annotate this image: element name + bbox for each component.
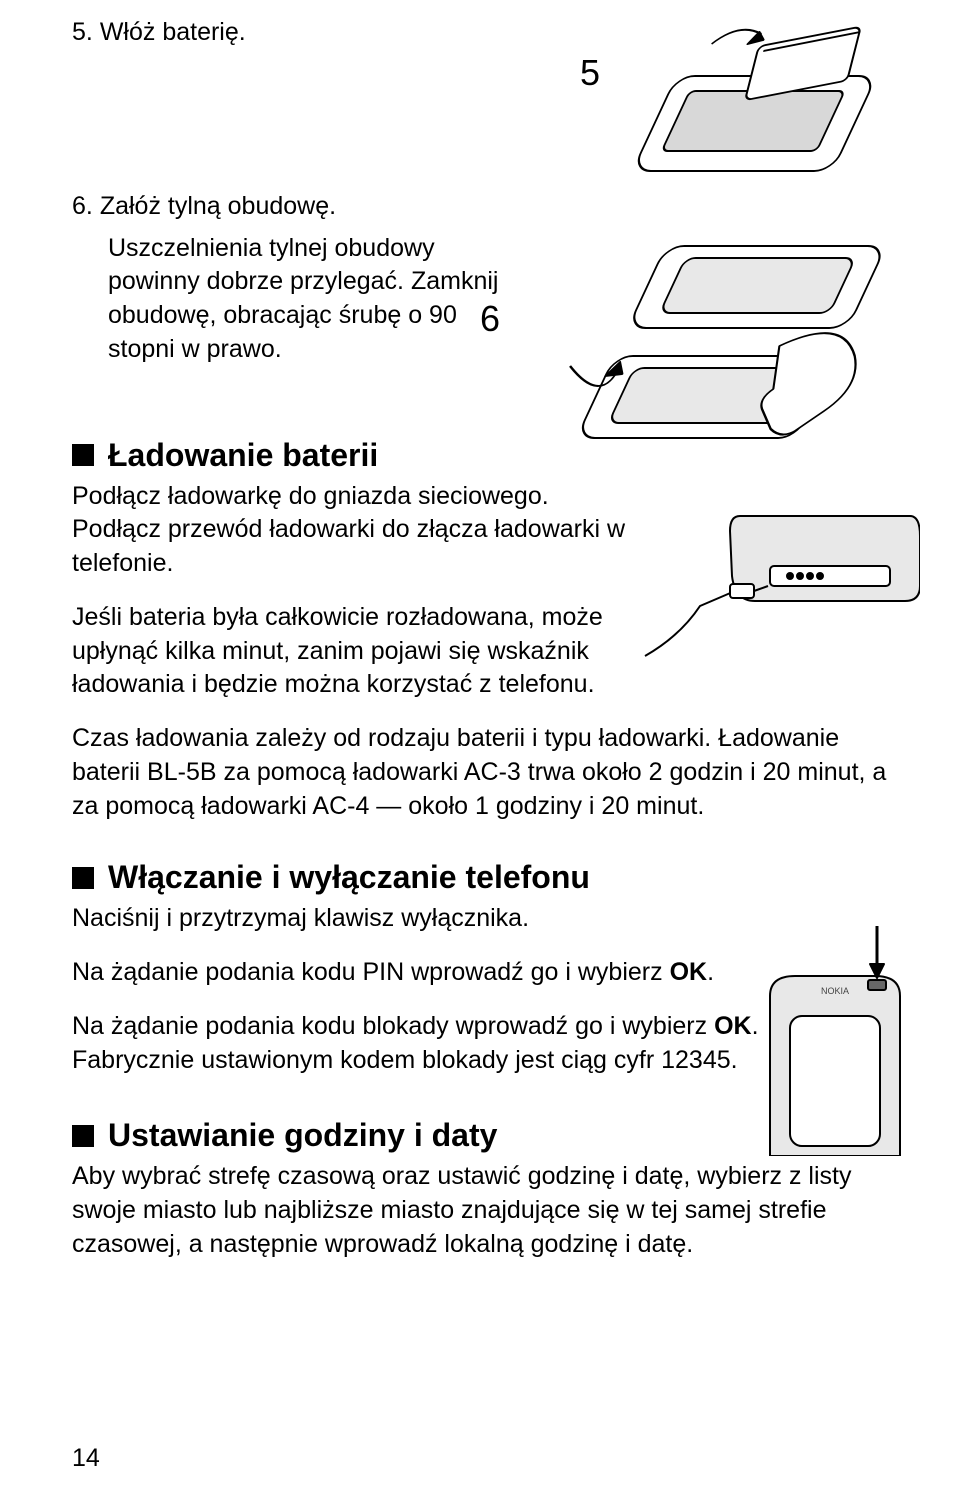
power-p3a: Na żądanie podania kodu blokady wprowadź…	[72, 1012, 714, 1040]
heading-datetime-text: Ustawianie godziny i daty	[108, 1117, 497, 1154]
power-p2: Na żądanie podania kodu PIN wprowadź go …	[72, 956, 792, 990]
step-6-num: 6.	[72, 192, 93, 220]
charging-p1: Podłącz ładowarkę do gniazda sieciowego.…	[72, 480, 632, 581]
svg-text:NOKIA: NOKIA	[821, 986, 849, 996]
heading-power-text: Włączanie i wyłączanie telefonu	[108, 859, 590, 896]
bullet-square-icon	[72, 1125, 94, 1147]
datetime-p1: Aby wybrać strefę czasową oraz ustawić g…	[72, 1160, 888, 1261]
charging-p3: Czas ładowania zależy od rodzaju baterii…	[72, 722, 888, 823]
page-number: 14	[72, 1444, 100, 1473]
power-p3: Na żądanie podania kodu blokady wprowadź…	[72, 1010, 792, 1078]
figure-6-label: 6	[480, 298, 500, 340]
heading-charging-text: Ładowanie baterii	[108, 437, 378, 474]
bullet-square-icon	[72, 867, 94, 889]
figure-6-illustration	[540, 216, 920, 476]
charging-p2: Jeśli bateria była całkowicie rozładowan…	[72, 601, 632, 702]
power-p3b: OK	[714, 1012, 752, 1040]
heading-power: Włączanie i wyłączanie telefonu	[72, 859, 888, 896]
bullet-square-icon	[72, 444, 94, 466]
step-5-num: 5.	[72, 18, 93, 46]
figure-charging-illustration	[640, 496, 920, 696]
step-6-title: Załóż tylną obudowę.	[100, 192, 336, 220]
step-6-body: Uszczelnienia tylnej obudowy powinny dob…	[72, 232, 512, 367]
figure-5-illustration	[570, 26, 920, 196]
power-p2b: OK	[670, 958, 708, 986]
power-p2c: .	[707, 958, 714, 986]
figure-power-illustration: NOKIA	[750, 916, 920, 1156]
step-5-title: Włóż baterię.	[100, 18, 246, 46]
power-p2a: Na żądanie podania kodu PIN wprowadź go …	[72, 958, 670, 986]
step-6: 6. Załóż tylną obudowę. Uszczelnienia ty…	[72, 190, 512, 367]
